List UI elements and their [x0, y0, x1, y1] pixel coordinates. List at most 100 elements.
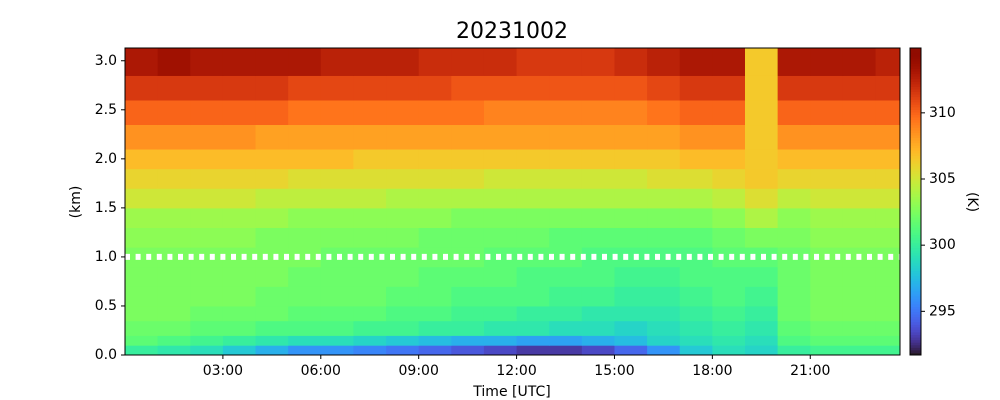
- heatmap-cell: [875, 227, 901, 248]
- heatmap-cell: [647, 305, 681, 322]
- heatmap-cell: [777, 345, 811, 356]
- colorbar-segment: [910, 342, 921, 346]
- heatmap-cell: [516, 48, 550, 76]
- heatmap-cell: [712, 75, 746, 101]
- heatmap: [125, 48, 901, 356]
- colorbar-segment: [910, 262, 921, 266]
- heatmap-cell: [157, 48, 191, 76]
- heatmap-cell: [777, 75, 811, 101]
- heatmap-cell: [647, 124, 681, 150]
- heatmap-cell: [842, 168, 877, 189]
- heatmap-cell: [483, 286, 518, 307]
- heatmap-cell: [125, 149, 159, 170]
- colorbar-segment: [910, 183, 921, 187]
- colorbar-segment: [910, 109, 921, 113]
- colorbar-segment: [910, 260, 921, 264]
- heatmap-cell: [647, 188, 681, 209]
- heatmap-cell: [157, 286, 191, 307]
- heatmap-cell: [679, 188, 713, 209]
- heatmap-cell: [288, 227, 322, 248]
- heatmap-cell: [614, 149, 648, 170]
- heatmap-cell: [647, 75, 681, 101]
- heatmap-cell: [679, 335, 713, 346]
- heatmap-cell: [320, 48, 354, 76]
- colorbar-segment: [910, 127, 921, 131]
- colorbar-segment: [910, 129, 921, 133]
- heatmap-cell: [288, 149, 322, 170]
- heatmap-cell: [777, 335, 811, 346]
- colorbar-tick-label: 295: [929, 303, 956, 319]
- colorbar-segment: [910, 306, 921, 310]
- heatmap-cell: [157, 188, 191, 209]
- x-tick-label: 06:00: [301, 363, 341, 379]
- colorbar-segment: [910, 237, 921, 241]
- heatmap-cell: [875, 149, 901, 170]
- colorbar-segment: [910, 114, 921, 118]
- colorbar-segment: [910, 293, 921, 297]
- colorbar-segment: [910, 283, 921, 287]
- y-tick-label: 2.5: [95, 102, 117, 118]
- colorbar-segment: [910, 250, 921, 254]
- heatmap-cell: [516, 188, 550, 209]
- heatmap-cell: [353, 335, 387, 346]
- heatmap-cell: [614, 320, 648, 336]
- heatmap-cell: [353, 207, 387, 228]
- heatmap-cell: [451, 124, 485, 150]
- heatmap-cell: [745, 188, 779, 209]
- heatmap-cell: [745, 48, 779, 76]
- heatmap-cell: [157, 149, 191, 170]
- heatmap-cell: [483, 124, 518, 150]
- x-tick-label: 12:00: [496, 363, 536, 379]
- heatmap-cell: [222, 247, 257, 268]
- heatmap-cell: [320, 227, 354, 248]
- heatmap-cell: [125, 345, 159, 356]
- heatmap-cell: [222, 345, 257, 356]
- colorbar-segment: [910, 60, 921, 64]
- heatmap-cell: [712, 320, 746, 336]
- heatmap-cell: [516, 320, 550, 336]
- colorbar-segment: [910, 137, 921, 141]
- heatmap-cell: [777, 188, 811, 209]
- heatmap-cell: [516, 124, 550, 150]
- heatmap-cell: [777, 305, 811, 322]
- heatmap-cell: [549, 149, 583, 170]
- heatmap-cell: [255, 227, 289, 248]
- heatmap-cell: [190, 99, 224, 126]
- heatmap-cell: [581, 286, 615, 307]
- colorbar-segment: [910, 252, 921, 256]
- heatmap-cell: [614, 124, 648, 150]
- colorbar-segment: [910, 94, 921, 98]
- heatmap-cell: [875, 286, 901, 307]
- heatmap-cell: [549, 99, 583, 126]
- heatmap-cell: [451, 335, 485, 346]
- heatmap-cell: [125, 320, 159, 336]
- heatmap-cell: [679, 124, 713, 150]
- x-tick-label: 03:00: [203, 363, 243, 379]
- colorbar-segment: [910, 331, 921, 336]
- heatmap-cell: [288, 286, 322, 307]
- colorbar-segment: [910, 160, 921, 164]
- colorbar-segment: [910, 147, 921, 151]
- heatmap-cell: [810, 266, 844, 287]
- colorbar-segment: [910, 214, 921, 218]
- heatmap-cell: [222, 48, 257, 76]
- heatmap-cell: [810, 286, 844, 307]
- heatmap-cell: [679, 247, 713, 268]
- heatmap-cell: [320, 320, 354, 336]
- heatmap-cell: [418, 48, 452, 76]
- heatmap-cell: [745, 320, 779, 336]
- heatmap-cell: [842, 345, 877, 356]
- heatmap-cell: [745, 75, 779, 101]
- heatmap-cell: [875, 124, 901, 150]
- heatmap-cell: [679, 320, 713, 336]
- heatmap-cell: [842, 149, 877, 170]
- heatmap-cell: [777, 266, 811, 287]
- colorbar-segment: [910, 311, 921, 315]
- colorbar-segment: [910, 193, 921, 197]
- y-axis-label: (km): [68, 186, 84, 219]
- colorbar-segment: [910, 175, 921, 179]
- heatmap-cell: [222, 168, 257, 189]
- colorbar-segment: [910, 155, 921, 159]
- heatmap-cell: [418, 207, 452, 228]
- heatmap-cell: [255, 335, 289, 346]
